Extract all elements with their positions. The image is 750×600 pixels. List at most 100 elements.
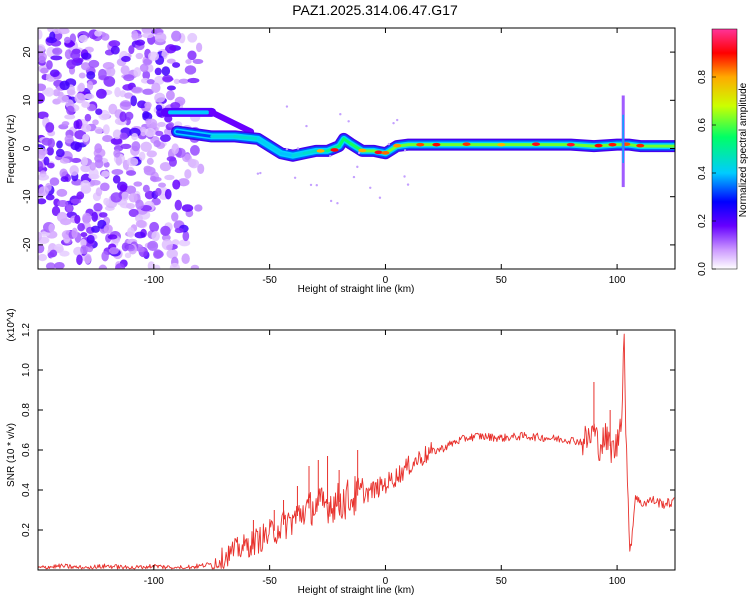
scatter-dot	[347, 120, 350, 123]
ridge-hotspot	[358, 148, 367, 153]
noise-blob	[148, 51, 160, 61]
noise-blob	[64, 36, 71, 44]
noise-blob	[55, 148, 65, 158]
noise-blob	[170, 101, 181, 110]
noise-blob	[84, 93, 95, 100]
noise-blob	[107, 234, 118, 240]
noise-blob	[41, 137, 53, 146]
noise-blob	[38, 83, 47, 92]
noise-blob	[126, 170, 137, 176]
noise-blob	[154, 75, 165, 85]
colorbar-tick-label: 0.2	[697, 214, 708, 228]
noise-blob	[154, 67, 162, 76]
ridge-segment	[279, 151, 295, 158]
y-tick-label: 0	[22, 145, 33, 151]
noise-blob	[103, 76, 116, 87]
noise-blob	[73, 120, 80, 129]
noise-blob	[144, 101, 152, 109]
noise-blob	[192, 58, 204, 65]
noise-blob	[45, 194, 55, 201]
ridge-streak-core	[622, 114, 624, 163]
colorbar-tick-label: 0.4	[697, 166, 708, 180]
noise-blob	[136, 246, 145, 253]
noise-blob	[53, 243, 64, 254]
noise-blob	[84, 253, 92, 264]
noise-blob	[98, 68, 107, 80]
noise-blob	[187, 32, 198, 43]
noise-blob	[142, 88, 154, 95]
colorbar	[711, 28, 738, 270]
noise-blob	[82, 212, 92, 224]
noise-blob	[146, 150, 158, 158]
y-tick-label: 0.6	[21, 443, 32, 457]
noise-blob	[146, 157, 154, 165]
scatter-dot	[256, 172, 260, 175]
noise-blob	[131, 86, 144, 94]
noise-blob	[133, 181, 143, 187]
noise-blob	[59, 250, 70, 257]
noise-blob	[153, 249, 163, 260]
noise-blob	[171, 239, 180, 246]
ridge-hotspot	[316, 149, 325, 153]
noise-blob	[101, 33, 110, 41]
noise-blob	[113, 149, 121, 158]
noise-blob	[130, 95, 137, 107]
noise-blob	[114, 87, 121, 98]
y-tick-label: 20	[22, 46, 33, 58]
scatter-dot	[329, 199, 333, 203]
noise-blob	[81, 156, 88, 166]
snr-series	[38, 333, 675, 570]
noise-blob	[38, 186, 50, 197]
noise-blob	[38, 148, 48, 156]
noise-blob	[110, 192, 123, 203]
noise-blob	[185, 59, 192, 65]
noise-blob	[133, 67, 142, 77]
scatter-dot	[369, 186, 372, 189]
noise-blob	[54, 261, 65, 269]
noise-blob	[112, 129, 122, 140]
noise-blob	[195, 42, 203, 53]
scatter-dot	[403, 149, 407, 152]
noise-blob	[142, 184, 150, 193]
scatter-dot	[329, 154, 332, 158]
noise-blob	[66, 105, 75, 115]
ridge-hotspot	[497, 142, 506, 147]
chart-title: PAZ1.2025.314.06.47.G17	[292, 2, 458, 18]
noise-blob	[76, 254, 83, 266]
scatter-dot	[339, 113, 342, 116]
ridge-hotspot	[381, 151, 390, 155]
y-tick-label: -10	[22, 189, 33, 204]
ridge-hotspot	[374, 150, 383, 155]
noise-blob	[64, 114, 76, 120]
colorbar-tick-label: 0.0	[697, 262, 708, 276]
scatter-dot	[395, 118, 399, 122]
noise-blob	[94, 30, 102, 37]
noise-blob	[59, 80, 70, 91]
noise-blob	[48, 223, 55, 233]
noise-blob	[166, 58, 176, 64]
y-tick-label: 0.8	[21, 403, 32, 417]
noise-blob	[119, 100, 132, 111]
noise-blob	[103, 197, 110, 206]
scatter-dot	[315, 184, 318, 187]
noise-blob	[74, 93, 86, 104]
noise-blob	[47, 162, 55, 169]
noise-blob	[101, 250, 109, 262]
noise-blob	[82, 133, 90, 143]
noise-blob	[164, 174, 175, 181]
scatter-dot	[387, 142, 391, 146]
noise-blob	[190, 264, 200, 269]
noise-blob	[119, 111, 127, 123]
noise-blob	[38, 198, 47, 205]
scatter-dot	[309, 183, 313, 187]
noise-blob	[89, 179, 101, 186]
noise-blob	[91, 225, 101, 233]
noise-blob	[46, 60, 53, 70]
noise-blob	[59, 158, 70, 164]
noise-blob	[166, 249, 178, 259]
noise-blob	[146, 118, 158, 129]
noise-blob	[161, 66, 171, 76]
noise-blob	[66, 59, 77, 70]
noise-blob	[166, 85, 176, 91]
noise-blob	[184, 65, 197, 75]
